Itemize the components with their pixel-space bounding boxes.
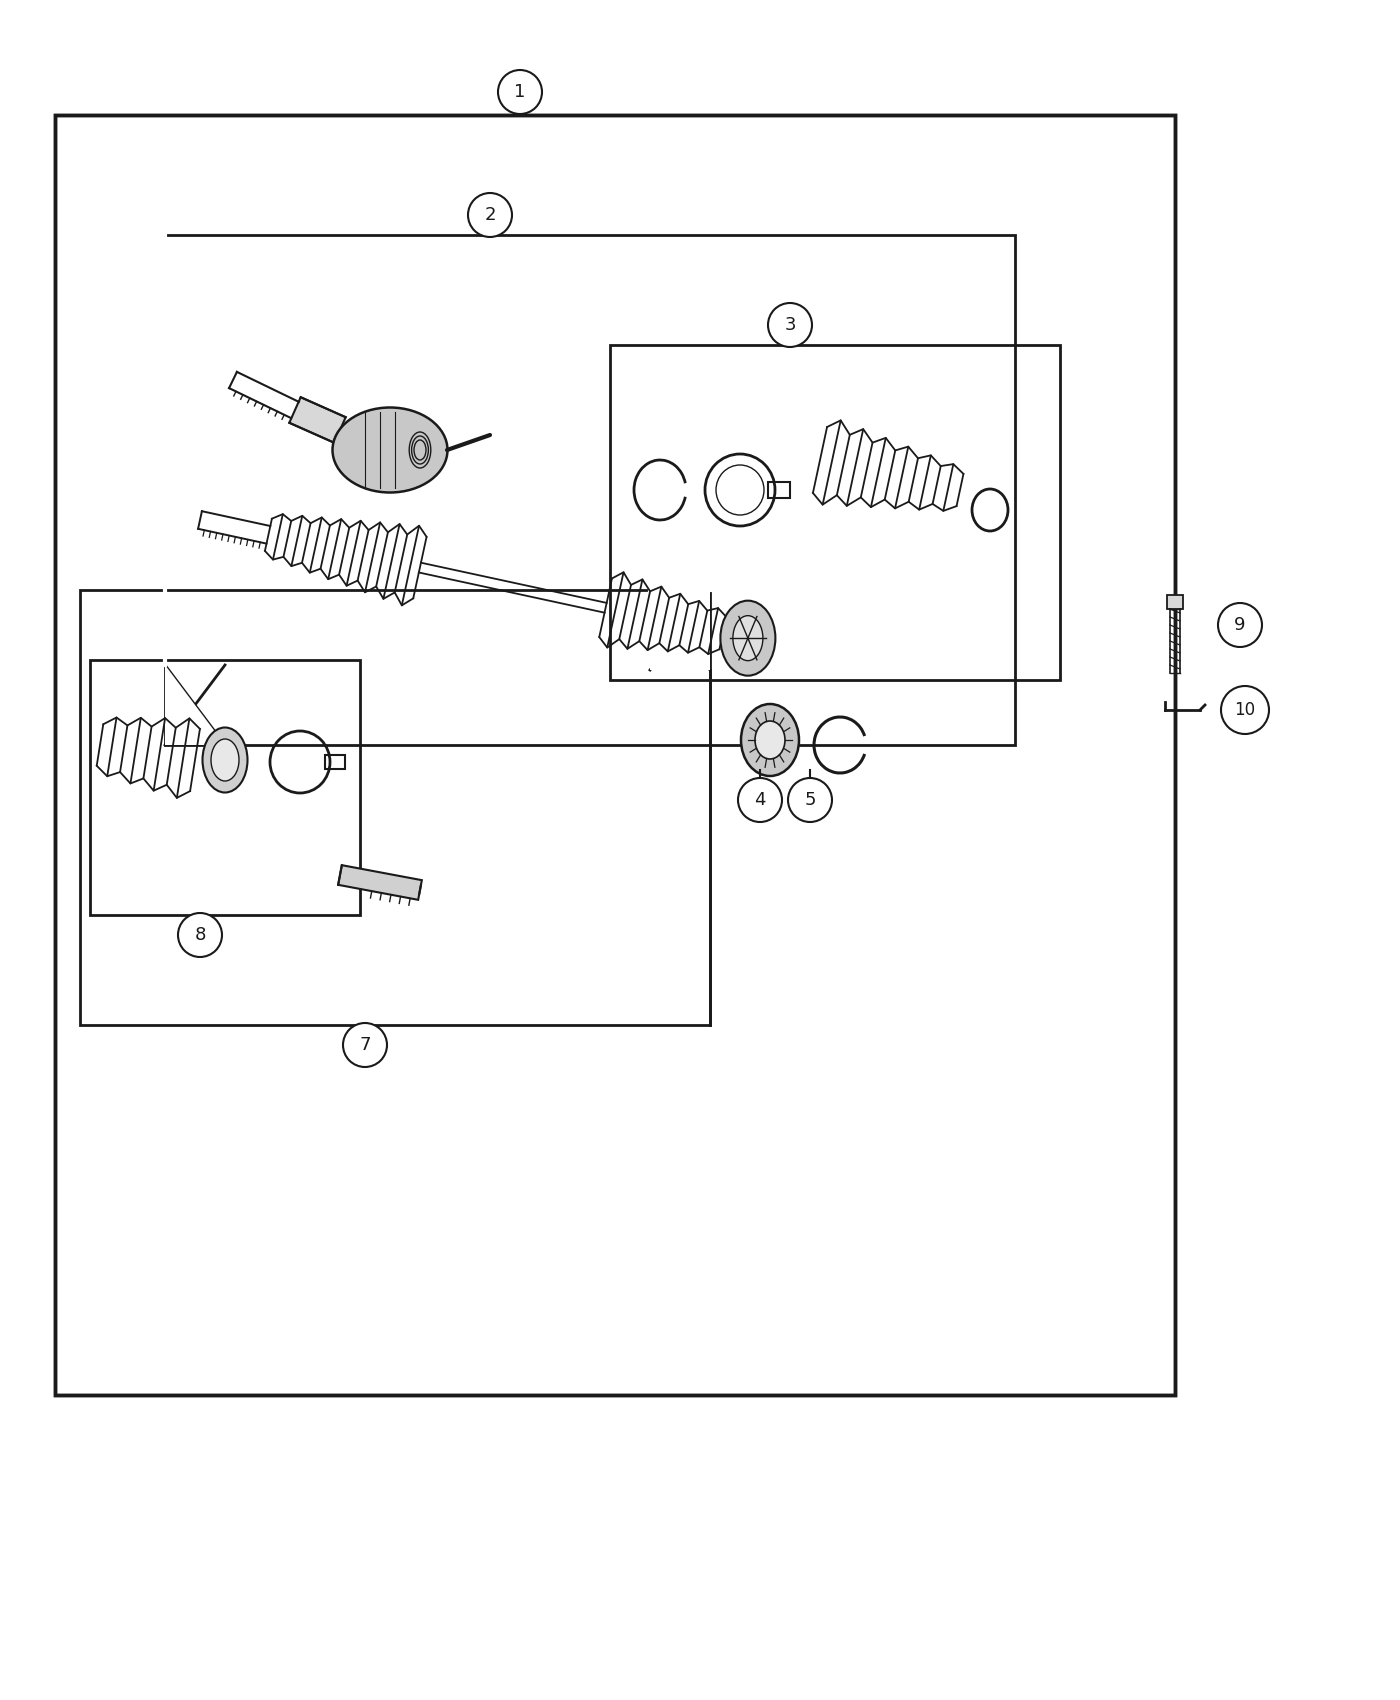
Circle shape (498, 70, 542, 114)
Text: 1: 1 (514, 83, 525, 100)
Ellipse shape (203, 728, 248, 792)
Circle shape (178, 913, 223, 957)
Circle shape (1221, 687, 1268, 734)
Text: 4: 4 (755, 790, 766, 809)
Bar (325, 755, 344, 768)
Circle shape (1218, 604, 1261, 648)
Ellipse shape (741, 704, 799, 775)
Bar (165, 235, 1015, 745)
Bar (90, 660, 360, 915)
Bar (1168, 595, 1183, 609)
Circle shape (738, 779, 783, 823)
Ellipse shape (755, 721, 785, 758)
Text: 5: 5 (804, 790, 816, 809)
Polygon shape (650, 590, 710, 670)
Circle shape (468, 194, 512, 236)
Text: 10: 10 (1235, 700, 1256, 719)
Ellipse shape (732, 615, 763, 661)
Ellipse shape (721, 600, 776, 675)
Ellipse shape (211, 740, 239, 780)
Ellipse shape (333, 408, 448, 493)
Text: 7: 7 (360, 1035, 371, 1054)
Bar (610, 345, 1060, 680)
Polygon shape (165, 665, 225, 745)
Text: 3: 3 (784, 316, 795, 333)
Polygon shape (290, 398, 346, 442)
Bar (55, 116, 1175, 1396)
Circle shape (343, 1023, 386, 1068)
Bar (55, 116, 1175, 1396)
Text: 8: 8 (195, 927, 206, 944)
Circle shape (769, 303, 812, 347)
Text: 2: 2 (484, 206, 496, 224)
Bar (80, 590, 710, 1025)
Text: 9: 9 (1235, 615, 1246, 634)
Bar (769, 483, 790, 498)
Polygon shape (339, 865, 421, 899)
Circle shape (788, 779, 832, 823)
